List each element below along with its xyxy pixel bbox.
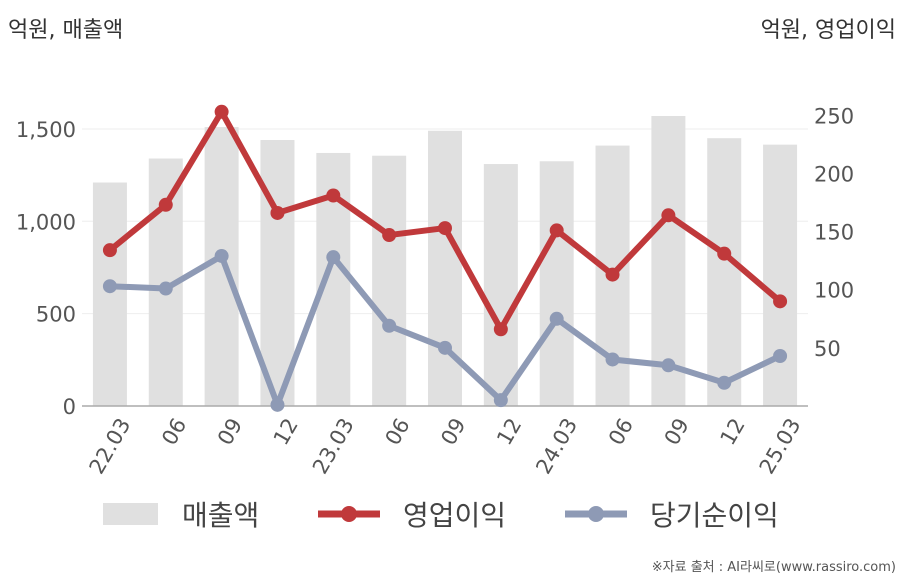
bar-sales bbox=[428, 130, 462, 406]
point-net-income bbox=[438, 340, 452, 355]
bar-sales bbox=[204, 127, 239, 406]
right-unit-label: 억원, 영업이익 bbox=[761, 18, 896, 43]
x-tick-label: 06 bbox=[157, 414, 191, 449]
bar-sales bbox=[372, 155, 407, 406]
source-note: ※자료 출처 : AI라씨로(www.rassiro.com) bbox=[652, 560, 896, 575]
point-operating-profit bbox=[438, 221, 452, 236]
x-tick-label: 12 bbox=[716, 414, 750, 449]
point-operating-profit bbox=[549, 223, 564, 238]
point-net-income bbox=[661, 358, 676, 373]
point-net-income bbox=[605, 352, 620, 367]
bar-sales bbox=[707, 138, 742, 407]
legend-label-net-income: 당기순이익 bbox=[650, 499, 779, 532]
point-operating-profit bbox=[382, 228, 397, 243]
legend-swatch-sales bbox=[103, 503, 158, 525]
bar-sales bbox=[92, 182, 127, 406]
x-tick-label: 24.03 bbox=[531, 414, 582, 478]
bar-sales bbox=[763, 144, 798, 406]
point-operating-profit bbox=[773, 294, 788, 309]
point-net-income bbox=[717, 375, 732, 390]
point-net-income bbox=[158, 281, 173, 296]
legend-label-sales: 매출액 bbox=[182, 499, 259, 532]
point-net-income bbox=[549, 311, 564, 326]
point-net-income bbox=[326, 250, 341, 265]
left-tick-label: 500 bbox=[36, 303, 76, 327]
left-tick-label: 1,500 bbox=[16, 118, 76, 142]
right-tick-label: 150 bbox=[814, 221, 854, 245]
right-tick-label: 100 bbox=[814, 279, 854, 303]
legend-marker-operating-profit bbox=[341, 506, 357, 522]
x-tick-label: 22.03 bbox=[85, 414, 136, 478]
point-net-income bbox=[214, 248, 229, 263]
x-tick-label: 09 bbox=[660, 414, 694, 449]
x-tick-label: 12 bbox=[492, 414, 526, 449]
point-operating-profit bbox=[158, 197, 173, 212]
point-net-income bbox=[270, 397, 285, 412]
point-operating-profit bbox=[326, 188, 341, 203]
bar-sales bbox=[483, 164, 518, 406]
left-tick-label: 0 bbox=[63, 395, 76, 419]
point-net-income bbox=[102, 279, 117, 294]
x-tick-label: 23.03 bbox=[308, 414, 359, 478]
point-operating-profit bbox=[493, 322, 508, 337]
bar-sales bbox=[260, 140, 295, 406]
right-tick-label: 50 bbox=[814, 337, 841, 361]
point-net-income bbox=[493, 393, 508, 408]
point-operating-profit bbox=[270, 205, 285, 220]
bar-sales bbox=[539, 161, 574, 406]
point-operating-profit bbox=[102, 243, 117, 258]
legend-marker-net-income bbox=[588, 506, 604, 522]
x-axis-ticks: 22.03 06 09 12 23.03 06 09 12 24.03 06 09 12 25.03 bbox=[85, 414, 806, 478]
point-operating-profit bbox=[717, 246, 732, 261]
x-tick-label: 06 bbox=[380, 414, 414, 449]
bar-series bbox=[92, 116, 798, 407]
left-tick-label: 1,000 bbox=[16, 210, 76, 234]
point-operating-profit bbox=[661, 208, 676, 223]
x-tick-label: 09 bbox=[213, 414, 247, 449]
point-operating-profit bbox=[605, 267, 620, 282]
legend-label-operating-profit: 영업이익 bbox=[403, 499, 506, 532]
point-net-income bbox=[773, 348, 788, 363]
x-tick-label: 12 bbox=[269, 414, 303, 449]
legend: 매출액 영업이익 당기순이익 bbox=[103, 499, 779, 532]
x-tick-label: 09 bbox=[436, 414, 470, 449]
x-tick-label: 25.03 bbox=[755, 414, 806, 478]
right-axis-ticks: 50 100 150 200 250 bbox=[814, 104, 854, 361]
point-net-income bbox=[382, 318, 397, 333]
bar-sales bbox=[651, 116, 686, 406]
left-axis-ticks: 0 500 1,000 1,500 bbox=[16, 118, 76, 419]
x-tick-label: 06 bbox=[604, 414, 638, 449]
left-unit-label: 억원, 매출액 bbox=[8, 18, 123, 43]
right-tick-label: 200 bbox=[814, 162, 854, 186]
point-operating-profit bbox=[214, 104, 229, 119]
right-tick-label: 250 bbox=[814, 104, 854, 128]
line-series bbox=[102, 104, 788, 412]
